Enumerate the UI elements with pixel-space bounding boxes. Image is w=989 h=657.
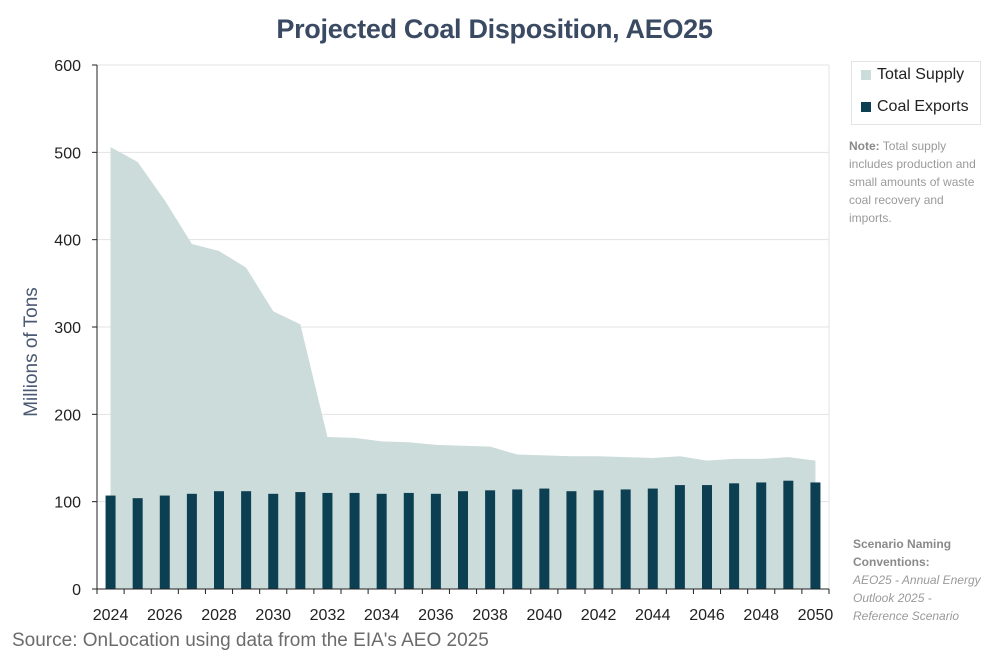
- x-tick-label: 2036: [418, 607, 454, 624]
- chart-title: Projected Coal Disposition, AEO25: [276, 14, 713, 44]
- y-tick-label: 0: [72, 582, 81, 599]
- bar-coal-exports: [539, 488, 550, 589]
- bar-coal-exports: [159, 495, 170, 589]
- x-tick-label: 2044: [635, 607, 671, 624]
- y-tick-label: 600: [54, 58, 81, 75]
- bar-coal-exports: [729, 483, 740, 589]
- bar-coal-exports: [132, 498, 143, 589]
- legend-label-total-supply: Total Supply: [877, 66, 965, 83]
- legend-label-coal-exports: Coal Exports: [877, 98, 969, 115]
- bar-coal-exports: [810, 482, 821, 589]
- bar-coal-exports: [403, 492, 414, 589]
- legend-swatch-coal-exports: [861, 102, 871, 112]
- bar-coal-exports: [349, 492, 360, 589]
- scenario-annotation: Scenario Naming Conventions: AEO25 - Ann…: [853, 535, 983, 625]
- note-annotation: Note: Total supply includes production a…: [849, 137, 984, 227]
- bar-coal-exports: [566, 491, 577, 589]
- source-note: Source: OnLocation using data from the E…: [12, 630, 489, 651]
- bar-coal-exports: [783, 480, 794, 589]
- bar-coal-exports: [512, 489, 523, 589]
- x-tick-label: 2042: [581, 607, 617, 624]
- bar-coal-exports: [214, 491, 224, 589]
- bar-coal-exports: [322, 492, 333, 589]
- bar-coal-exports: [186, 493, 197, 589]
- bar-coal-exports: [241, 491, 252, 589]
- x-tick-label: 2026: [147, 607, 183, 624]
- x-tick-label: 2028: [201, 607, 237, 624]
- x-tick-label: 2034: [364, 607, 400, 624]
- y-tick-label: 300: [54, 320, 81, 337]
- bar-coal-exports: [620, 489, 631, 589]
- bar-coal-exports: [430, 493, 441, 589]
- x-tick-label: 2050: [798, 607, 834, 624]
- x-tick-label: 2030: [255, 607, 291, 624]
- y-tick-label: 100: [54, 495, 81, 512]
- bar-coal-exports: [702, 485, 712, 589]
- bar-coal-exports: [674, 485, 685, 589]
- legend-item-total-supply: Total Supply: [861, 66, 964, 84]
- legend-swatch-total-supply: [861, 70, 871, 80]
- area-total-supply: [110, 147, 816, 590]
- y-tick-label: 500: [54, 145, 81, 162]
- x-tick-label: 2040: [527, 607, 563, 624]
- scenario-heading: Scenario Naming Conventions:: [853, 537, 952, 569]
- legend-item-coal-exports: Coal Exports: [861, 98, 969, 116]
- bar-coal-exports: [756, 482, 767, 589]
- bar-coal-exports: [295, 492, 306, 589]
- bar-coal-exports: [268, 493, 279, 589]
- legend: Total Supply Coal Exports: [851, 61, 981, 125]
- x-tick-label: 2048: [743, 607, 779, 624]
- y-tick-label: 400: [54, 233, 81, 250]
- bar-coal-exports: [376, 493, 387, 589]
- bar-coal-exports: [105, 495, 116, 589]
- x-tick-label: 2038: [472, 607, 508, 624]
- x-tick-label: 2032: [310, 607, 346, 624]
- scenario-body: AEO25 - Annual Energy Outlook 2025 - Ref…: [853, 573, 981, 623]
- x-tick-label: 2024: [93, 607, 129, 624]
- y-tick-label: 200: [54, 407, 81, 424]
- bar-coal-exports: [647, 488, 658, 589]
- bar-coal-exports: [458, 491, 468, 589]
- bar-coal-exports: [593, 490, 604, 589]
- note-text: Total supply includes production and sma…: [849, 139, 976, 225]
- bar-coal-exports: [485, 490, 496, 589]
- x-tick-label: 2046: [689, 607, 725, 624]
- note-label: Note:: [849, 139, 880, 153]
